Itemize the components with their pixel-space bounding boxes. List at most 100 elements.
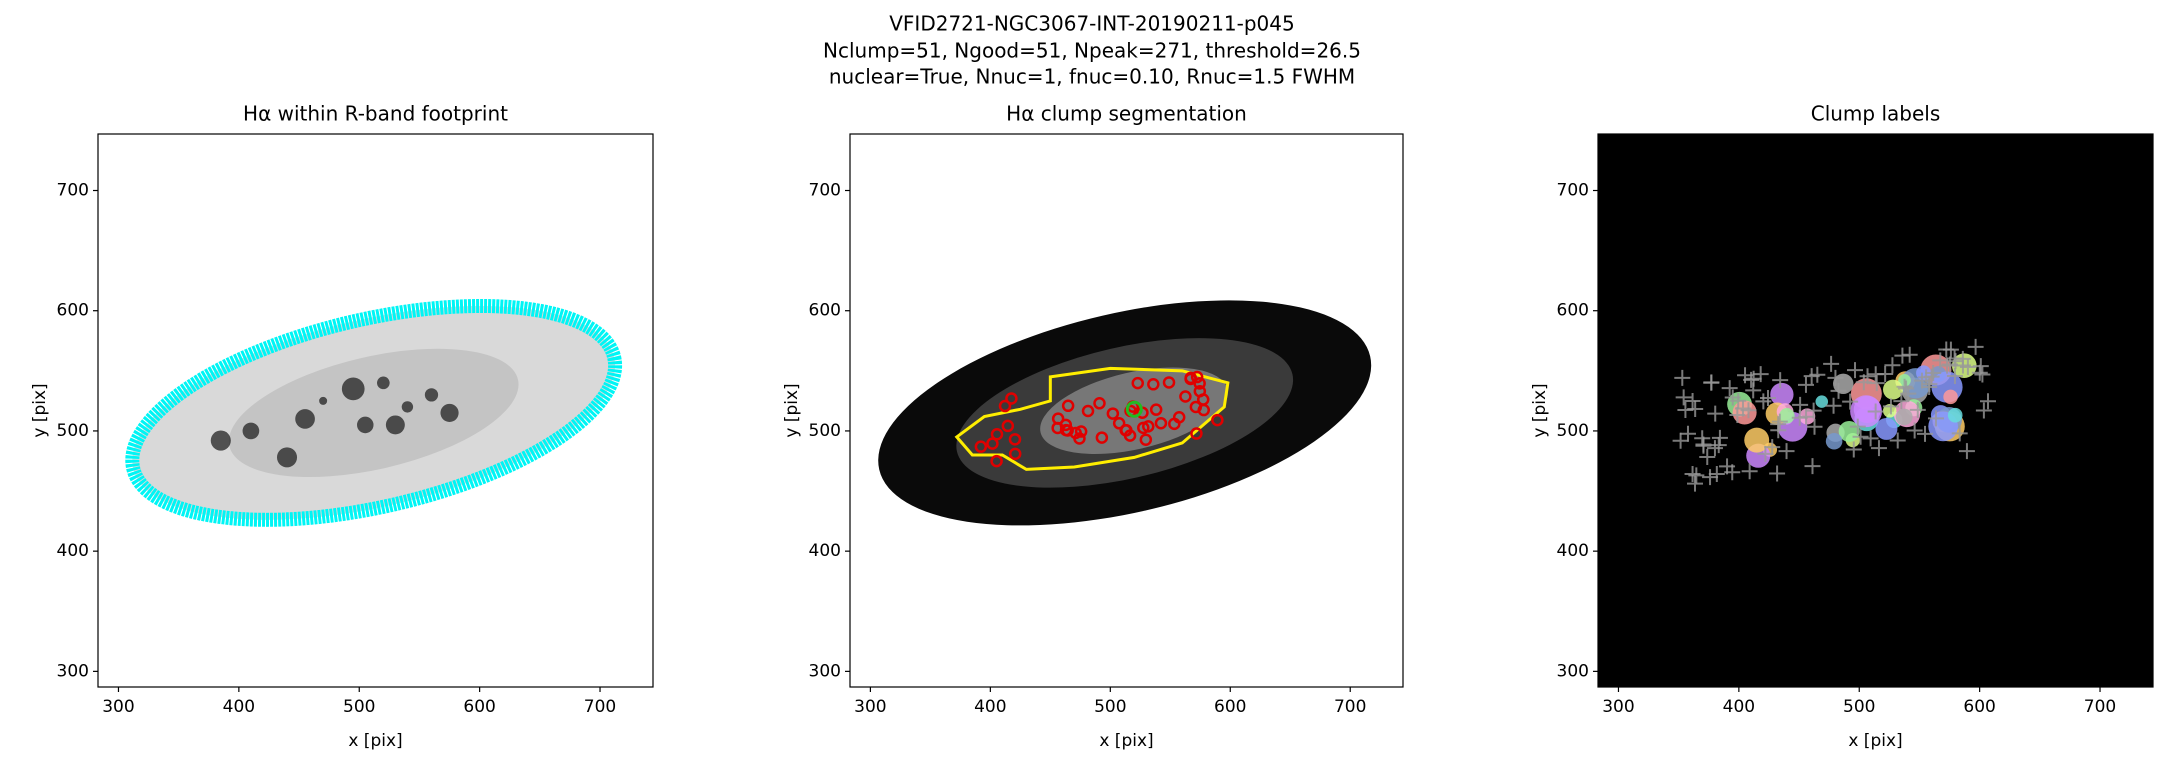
peak (1211, 413, 1224, 427)
peak-cross (1971, 364, 1988, 381)
y-tick-label: 400 (1557, 541, 1589, 561)
x-axis-label: x [pix] (348, 731, 402, 751)
peak-cross (1927, 410, 1944, 427)
peak-cross (1706, 440, 1723, 457)
blob (440, 403, 459, 422)
peak (1131, 376, 1145, 390)
peak-cross (1870, 440, 1887, 457)
x-tick-label: 500 (1843, 697, 1875, 717)
y-tick-label: 500 (1557, 421, 1589, 441)
clump (1732, 400, 1757, 425)
y-axis-label: y [pix] (1530, 383, 1550, 437)
blob (385, 415, 405, 435)
peak (1069, 426, 1082, 440)
peak (1051, 421, 1064, 435)
peak-cross (1893, 393, 1910, 410)
peak-cross (1687, 401, 1704, 418)
x-tick-label: 300 (102, 697, 134, 717)
peak-cross (1679, 425, 1696, 442)
peak-cross (1825, 397, 1842, 414)
peak-cross (1980, 393, 1996, 410)
peak-cross (1791, 409, 1808, 426)
peak-cross (1688, 467, 1705, 484)
peak-cross (1771, 413, 1788, 430)
peak-cross (1778, 443, 1795, 460)
peak (1137, 421, 1150, 435)
peak-cross (1859, 368, 1876, 385)
peak-cross (1974, 366, 1991, 383)
image (878, 300, 1372, 526)
peak-cross (1752, 366, 1769, 383)
peak-cross (1923, 368, 1940, 385)
clump (1882, 404, 1897, 418)
axes-frame (849, 133, 1404, 688)
axes-frame (1597, 133, 2154, 688)
halo (228, 348, 519, 478)
peak (1147, 378, 1160, 391)
y-tick-label: 600 (809, 301, 841, 321)
clump (1947, 407, 1963, 423)
peak-cross (1695, 436, 1712, 453)
peak (1093, 397, 1106, 410)
peak (1172, 411, 1186, 424)
peak (974, 440, 988, 453)
peak-cross (1703, 374, 1720, 391)
peak-cross (1917, 425, 1934, 442)
peak-cross (1741, 463, 1758, 480)
peak-cross (1707, 405, 1724, 422)
peak-cross (1958, 443, 1975, 460)
x-tick-label: 400 (1723, 697, 1755, 717)
x-tick-label: 700 (2084, 697, 2116, 717)
peak (1005, 392, 1018, 405)
peak-cross (1684, 392, 1701, 409)
y-tick-label: 700 (1557, 181, 1589, 201)
peak-cross (1827, 369, 1844, 386)
peak-cross (1772, 372, 1789, 389)
blob (401, 401, 414, 413)
peak-cross (1757, 445, 1774, 462)
clump (1875, 417, 1898, 440)
blob (295, 409, 315, 429)
peak-cross (1710, 437, 1727, 454)
peak-cross (1889, 432, 1906, 449)
peak-cross (1849, 418, 1866, 435)
peak (986, 437, 999, 450)
peak (1106, 407, 1120, 420)
peak-cross (1862, 430, 1879, 447)
y-tick-label: 500 (809, 421, 841, 441)
peak-cross (1921, 379, 1938, 396)
peak-cross (1806, 418, 1823, 435)
x-tick-label: 400 (223, 697, 255, 717)
peak-cross (1867, 403, 1884, 420)
y-tick-label: 300 (57, 661, 89, 681)
blob (276, 447, 298, 468)
peak (1190, 427, 1203, 440)
peak-cross (1684, 465, 1701, 482)
peak (998, 399, 1012, 413)
x-tick-label: 300 (854, 697, 886, 717)
peak-cross (1721, 380, 1738, 397)
y-tick-label: 700 (57, 181, 89, 201)
peak-cross (1734, 400, 1751, 417)
y-tick-label: 600 (1557, 301, 1589, 321)
peak-cross (1951, 425, 1968, 442)
x-axis-label: x [pix] (1099, 731, 1153, 751)
peak-cross (1724, 464, 1741, 481)
peak-cross (1882, 398, 1899, 415)
peak-cross (1946, 368, 1963, 385)
clump (1943, 389, 1958, 405)
x-tick-label: 600 (463, 697, 495, 717)
peak-cross (1914, 372, 1931, 389)
peak-cross (1845, 441, 1862, 458)
peak-cross (1708, 466, 1725, 483)
y-axis-label: y [pix] (782, 383, 802, 437)
y-tick-label: 700 (809, 181, 841, 201)
peak-cross (1699, 448, 1716, 465)
blob (210, 430, 231, 451)
blob (319, 396, 328, 405)
peak-cross (1804, 458, 1821, 475)
y-tick-label: 400 (57, 541, 89, 561)
peak-cross (1909, 401, 1926, 418)
x-tick-label: 300 (1602, 697, 1634, 717)
peak-cross (1803, 368, 1820, 385)
